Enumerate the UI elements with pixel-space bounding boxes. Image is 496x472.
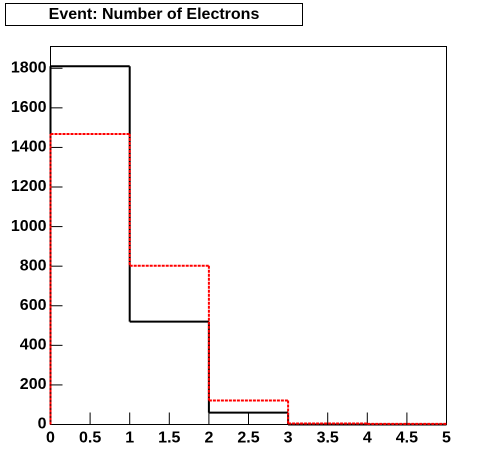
x-tick-label: 1.5 <box>158 430 180 447</box>
x-tick-label: 0.5 <box>79 430 101 447</box>
y-tick-label: 200 <box>20 376 47 393</box>
x-tick-label: 3 <box>284 430 293 447</box>
title-box <box>5 3 303 26</box>
x-tick-label: 4.5 <box>396 430 418 447</box>
y-tick-label: 1800 <box>11 59 47 76</box>
x-tick-label: 3.5 <box>317 430 339 447</box>
y-tick-label: 1000 <box>11 218 47 235</box>
x-tick-label: 2 <box>204 430 213 447</box>
y-tick-label: 600 <box>20 297 47 314</box>
x-tick-label: 0 <box>46 430 55 447</box>
y-tick-label: 1600 <box>11 99 47 116</box>
chart-title: Event: Number of Electrons <box>49 6 260 23</box>
x-tick-label: 1 <box>125 430 134 447</box>
x-tick-label: 4 <box>363 430 372 447</box>
x-tick-label: 5 <box>442 430 451 447</box>
y-tick-label: 800 <box>20 257 47 274</box>
y-tick-label: 1200 <box>11 178 47 195</box>
y-tick-label: 1400 <box>11 139 47 156</box>
y-tick-label: 0 <box>38 416 47 433</box>
x-tick-label: 2.5 <box>237 430 259 447</box>
y-tick-label: 400 <box>20 337 47 354</box>
